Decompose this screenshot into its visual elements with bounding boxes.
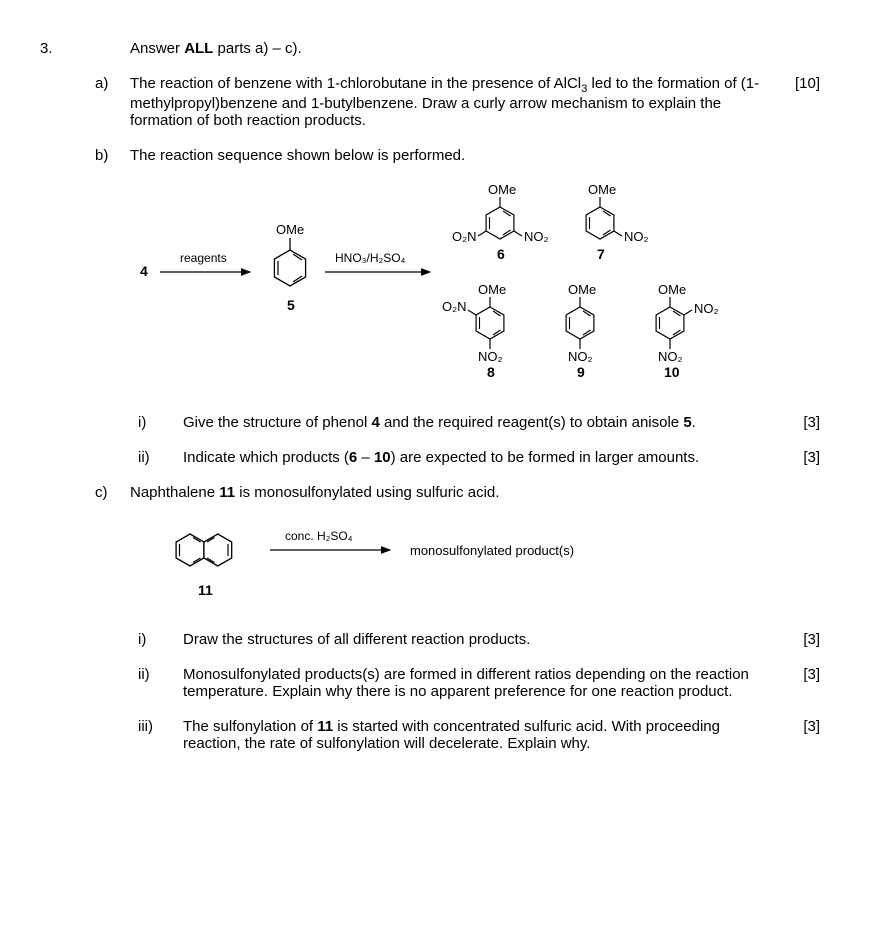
b-i-text: Give the structure of phenol 4 and the r…: [183, 414, 775, 431]
b-ii-marks: [3]: [775, 449, 820, 466]
arrow-c-text: conc. H₂SO₄: [285, 529, 353, 543]
svg-text:O₂N: O₂N: [452, 229, 477, 244]
svg-text:NO₂: NO₂: [658, 349, 683, 364]
part-a-marks: [10]: [775, 75, 820, 92]
arrow1-text: reagents: [180, 251, 227, 265]
c-i-text: Draw the structures of all different rea…: [183, 631, 775, 648]
svg-text:NO₂: NO₂: [694, 301, 719, 316]
question-header: 3. Answer ALL parts a) – c).: [40, 40, 820, 57]
part-c-i: i) Draw the structures of all different …: [130, 631, 820, 648]
part-c-label: c): [95, 484, 130, 501]
svg-text:OMe: OMe: [478, 282, 506, 297]
part-b: b) The reaction sequence shown below is …: [40, 147, 820, 164]
c-ii-label: ii): [130, 666, 183, 683]
svg-text:OMe: OMe: [276, 222, 304, 237]
b-ii-label: ii): [130, 449, 183, 466]
part-a-text: The reaction of benzene with 1-chlorobut…: [130, 75, 775, 129]
svg-text:O₂N: O₂N: [442, 299, 467, 314]
arrow2-text: HNO₃/H₂SO₄: [335, 251, 406, 265]
b-i-marks: [3]: [775, 414, 820, 431]
part-c-iii: iii) The sulfonylation of 11 is started …: [130, 718, 820, 752]
svg-text:NO₂: NO₂: [568, 349, 593, 364]
c-ii-marks: [3]: [775, 666, 820, 683]
b-ii-text: Indicate which products (6 – 10) are exp…: [183, 449, 775, 466]
compound-10: OMe NO₂ NO₂ 10: [656, 282, 718, 380]
svg-text:NO₂: NO₂: [524, 229, 549, 244]
part-c: c) Naphthalene 11 is monosulfonylated us…: [40, 484, 820, 501]
part-a-label: a): [95, 75, 130, 92]
part-a: a) The reaction of benzene with 1-chloro…: [40, 75, 820, 129]
part-c-scheme: 11 conc. H₂SO₄ monosulfonylated product(…: [130, 515, 820, 609]
intro-post: parts a) – c).: [213, 40, 301, 57]
part-b-intro: The reaction sequence shown below is per…: [130, 147, 775, 164]
part-b-ii: ii) Indicate which products (6 – 10) are…: [130, 449, 820, 466]
compound-9: OMe NO₂ 9: [566, 282, 596, 380]
svg-text:8: 8: [487, 364, 495, 380]
compound-6: OMe O₂N NO₂ 6: [452, 182, 549, 262]
product-c-text: monosulfonylated product(s): [410, 543, 574, 558]
c-iii-label: iii): [130, 718, 183, 735]
part-c-intro: Naphthalene 11 is monosulfonylated using…: [130, 484, 775, 501]
svg-text:7: 7: [597, 246, 605, 262]
b-i-label: i): [130, 414, 183, 431]
c-i-label: i): [130, 631, 183, 648]
svg-text:OMe: OMe: [568, 282, 596, 297]
c-ii-text: Monosulfonylated products(s) are formed …: [183, 666, 775, 700]
part-b-i: i) Give the structure of phenol 4 and th…: [130, 414, 820, 431]
compound-11: 11: [176, 534, 232, 598]
c-i-marks: [3]: [775, 631, 820, 648]
svg-text:6: 6: [497, 246, 505, 262]
scheme-b-svg: 4 reagents OMe 5 HNO₃/H₂SO₄ OMe O₂N: [130, 178, 770, 388]
c-iii-text: The sulfonylation of 11 is started with …: [183, 718, 775, 752]
svg-text:11: 11: [198, 582, 213, 598]
question-number: 3.: [40, 40, 95, 57]
intro-pre: Answer: [130, 40, 184, 57]
svg-text:NO₂: NO₂: [478, 349, 503, 364]
svg-text:OMe: OMe: [658, 282, 686, 297]
svg-text:5: 5: [287, 297, 295, 313]
c-iii-marks: [3]: [775, 718, 820, 735]
part-b-scheme: 4 reagents OMe 5 HNO₃/H₂SO₄ OMe O₂N: [130, 178, 820, 392]
label-4: 4: [140, 263, 148, 279]
svg-text:NO₂: NO₂: [624, 229, 649, 244]
compound-7: OMe NO₂ 7: [586, 182, 648, 262]
part-c-ii: ii) Monosulfonylated products(s) are for…: [130, 666, 820, 700]
svg-text:OMe: OMe: [588, 182, 616, 197]
intro-bold: ALL: [184, 40, 213, 57]
svg-text:9: 9: [577, 364, 585, 380]
scheme-c-svg: 11 conc. H₂SO₄ monosulfonylated product(…: [130, 515, 690, 605]
part-b-label: b): [95, 147, 130, 164]
compound-8: OMe O₂N NO₂ 8: [442, 282, 506, 380]
svg-text:10: 10: [664, 364, 680, 380]
question-intro: Answer ALL parts a) – c).: [130, 40, 775, 57]
svg-text:OMe: OMe: [488, 182, 516, 197]
compound-5: OMe 5: [274, 222, 305, 313]
